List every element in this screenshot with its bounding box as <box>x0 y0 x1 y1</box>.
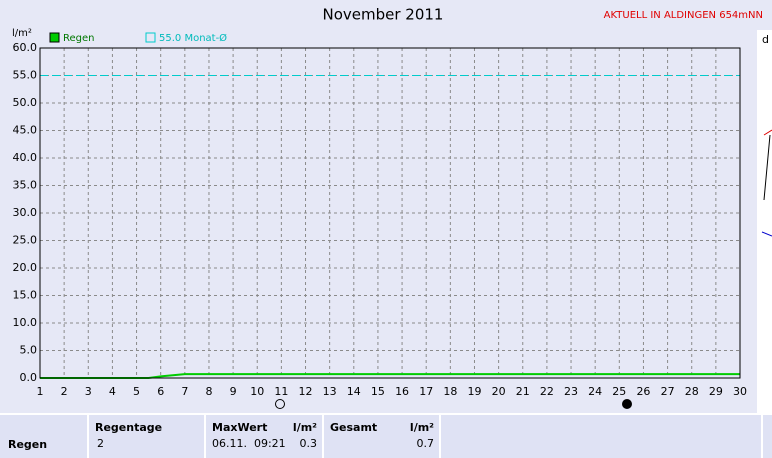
y-tick-label: 45.0 <box>13 124 38 137</box>
full-moon-icon <box>275 399 285 409</box>
x-tick-label: 5 <box>133 385 140 398</box>
side-panel-label: d <box>762 33 769 46</box>
x-tick-label: 15 <box>371 385 385 398</box>
column-header: Gesamt <box>330 421 377 434</box>
x-tick-label: 25 <box>612 385 626 398</box>
x-tick-label: 26 <box>636 385 650 398</box>
legend-label: 55.0 Monat-Ø <box>159 32 227 44</box>
chart-title: November 2011 <box>323 6 444 24</box>
column-header: MaxWert <box>212 421 267 434</box>
x-tick-label: 6 <box>157 385 164 398</box>
y-tick-label: 20.0 <box>13 261 38 274</box>
y-tick-label: 55.0 <box>13 69 38 82</box>
x-tick-label: 4 <box>109 385 116 398</box>
y-tick-label: 0.0 <box>20 371 38 384</box>
x-tick-label: 17 <box>419 385 433 398</box>
y-axis-unit: l/m² <box>12 28 32 39</box>
x-tick-label: 22 <box>540 385 554 398</box>
x-tick-label: 21 <box>516 385 530 398</box>
legend-swatch <box>145 32 156 43</box>
y-tick-label: 25.0 <box>13 234 38 247</box>
x-tick-label: 10 <box>250 385 264 398</box>
stats-panel: Regen Regentage 2 MaxWert l/m² 06.11. 09… <box>0 413 772 458</box>
x-tick-label: 16 <box>395 385 409 398</box>
y-tick-label: 15.0 <box>13 289 38 302</box>
y-tick-label: 10.0 <box>13 316 38 329</box>
x-tick-label: 19 <box>467 385 481 398</box>
new-moon-icon <box>622 399 632 409</box>
x-tick-label: 29 <box>709 385 723 398</box>
cell-date: 06.11. 09:21 <box>212 437 286 450</box>
x-tick-label: 7 <box>181 385 188 398</box>
x-tick-label: 3 <box>85 385 92 398</box>
side-panel-line <box>763 129 772 136</box>
x-tick-label: 2 <box>61 385 68 398</box>
x-tick-label: 28 <box>685 385 699 398</box>
column-header: Regentage <box>95 421 162 434</box>
x-tick-label: 8 <box>205 385 212 398</box>
legend-swatch <box>49 32 60 43</box>
location-label: AKTUELL IN ALDINGEN 654mNN <box>604 10 763 21</box>
column-unit: l/m² <box>293 421 317 434</box>
y-tick-label: 50.0 <box>13 96 38 109</box>
x-tick-label: 20 <box>492 385 506 398</box>
y-tick-label: 35.0 <box>13 179 38 192</box>
x-tick-label: 23 <box>564 385 578 398</box>
y-tick-label: 30.0 <box>13 206 38 219</box>
side-panel <box>757 30 772 414</box>
x-tick-label: 9 <box>230 385 237 398</box>
legend-label: Regen <box>63 33 95 44</box>
x-tick-label: 1 <box>37 385 44 398</box>
side-panel-line <box>763 134 771 201</box>
x-tick-label: 18 <box>443 385 457 398</box>
x-tick-label: 30 <box>733 385 747 398</box>
y-tick-label: 5.0 <box>20 344 38 357</box>
x-tick-label: 14 <box>347 385 361 398</box>
column-unit: l/m² <box>410 421 434 434</box>
side-panel-line <box>761 231 772 237</box>
stats-background <box>0 414 772 458</box>
x-tick-label: 24 <box>588 385 602 398</box>
plot-frame <box>39 47 741 379</box>
y-tick-label: 40.0 <box>13 151 38 164</box>
x-tick-label: 13 <box>323 385 337 398</box>
x-tick-label: 27 <box>661 385 675 398</box>
cell-value: 2 <box>97 437 104 450</box>
x-tick-label: 11 <box>274 385 288 398</box>
cell-value: 0.7 <box>417 437 435 450</box>
y-tick-label: 60.0 <box>13 41 38 54</box>
row-label: Regen <box>8 438 47 451</box>
x-tick-label: 12 <box>299 385 313 398</box>
cell-value: 0.3 <box>300 437 318 450</box>
